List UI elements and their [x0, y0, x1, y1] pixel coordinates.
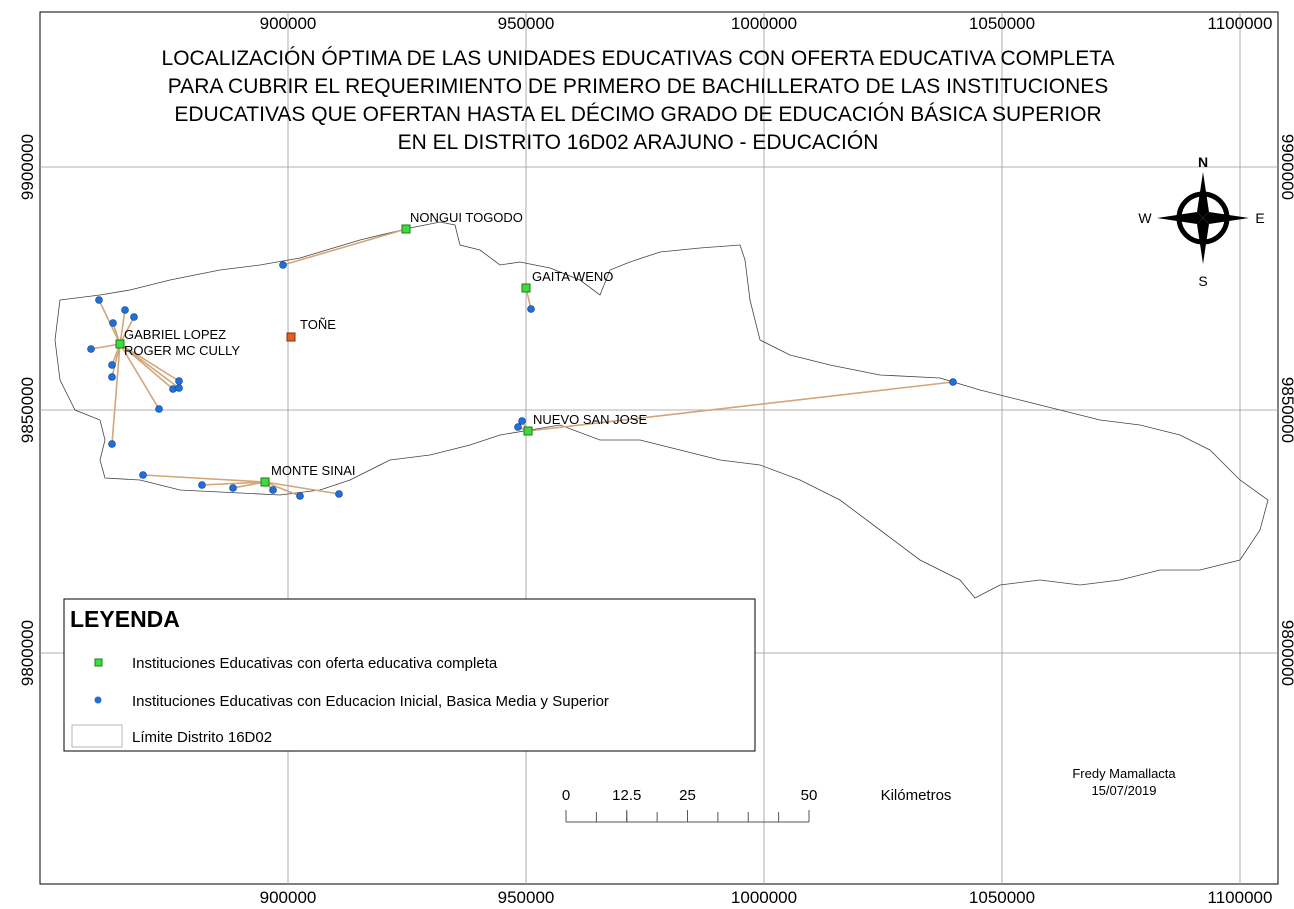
date: 15/07/2019: [1091, 783, 1156, 798]
x-tick-label: 1050000: [969, 888, 1035, 907]
complete-schools: [115, 224, 533, 487]
y-tick-label: 9900000: [18, 134, 37, 200]
legend-label: Instituciones Educativas con Educacion I…: [132, 693, 609, 710]
legend: LEYENDA Instituciones Educativas con ofe…: [63, 598, 756, 752]
scale-tick-label: 12.5: [612, 787, 641, 804]
x-tick-label: 950000: [498, 14, 555, 33]
legend-title: LEYENDA: [70, 606, 180, 632]
y-tick-label: 9850000: [1278, 377, 1294, 443]
author: Fredy Mamallacta: [1072, 766, 1176, 781]
x-tick-label: 1100000: [1208, 14, 1273, 33]
place-label: TOÑE: [300, 317, 336, 332]
y-tick-label: 9800000: [18, 620, 37, 686]
title-line: LOCALIZACIÓN ÓPTIMA DE LAS UNIDADES EDUC…: [162, 47, 1115, 70]
legend-label: Límite Distrito 16D02: [132, 729, 272, 746]
place-label: NONGUI TOGODO: [410, 210, 523, 225]
legend-label: Instituciones Educativas con oferta educ…: [132, 655, 498, 672]
scale-tick-label: 50: [801, 787, 818, 804]
tone-school: [286, 332, 296, 342]
scale-tick-label: 0: [562, 787, 570, 804]
x-tick-label: 1100000: [1208, 888, 1273, 907]
place-label: GABRIEL LOPEZ: [124, 327, 226, 342]
x-tick-label: 950000: [498, 888, 555, 907]
y-tick-label: 9900000: [1278, 134, 1294, 200]
x-tick-label: 1000000: [731, 888, 797, 907]
district-boundary: [54, 221, 1269, 599]
y-tick-label: 9800000: [1278, 620, 1294, 686]
scale-unit: Kilómetros: [881, 787, 952, 804]
scale-bar: 0 12.5 25 50: [562, 787, 818, 823]
place-label: ROGER MC CULLY: [124, 343, 240, 358]
compass-w: W: [1138, 210, 1152, 226]
x-tick-label: 1000000: [731, 14, 797, 33]
x-tick-label: 900000: [260, 888, 317, 907]
title-line: PARA CUBRIR EL REQUERIMIENTO DE PRIMERO …: [168, 75, 1109, 98]
basic-schools: [87, 261, 957, 500]
place-label: MONTE SINAI: [271, 463, 356, 478]
place-label: GAITA WENO: [532, 269, 613, 284]
title-line: EN EL DISTRITO 16D02 ARAJUNO - EDUCACIÓN: [398, 131, 879, 154]
place-label: NUEVO SAN JOSE: [533, 412, 647, 427]
x-tick-label: 900000: [260, 14, 317, 33]
compass: N S E W: [1138, 154, 1264, 289]
y-tick-label: 9850000: [18, 377, 37, 443]
title-line: EDUCATIVAS QUE OFERTAN HASTA EL DÉCIMO G…: [174, 103, 1101, 126]
title: LOCALIZACIÓN ÓPTIMA DE LAS UNIDADES EDUC…: [162, 47, 1115, 154]
x-tick-label: 1050000: [969, 14, 1035, 33]
scale-tick-label: 25: [679, 787, 696, 804]
compass-e: E: [1255, 210, 1264, 226]
compass-s: S: [1198, 273, 1207, 289]
compass-n: N: [1198, 154, 1208, 170]
